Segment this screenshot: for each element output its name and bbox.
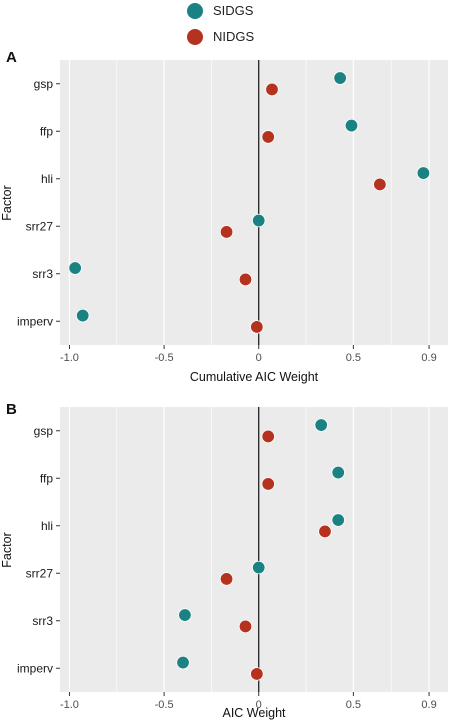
data-point-nidgs	[261, 429, 275, 444]
data-point-sidgs	[76, 308, 90, 323]
y-tick-label: imperv	[17, 661, 53, 675]
data-point-sidgs	[333, 71, 347, 85]
data-point-nidgs	[219, 225, 234, 239]
y-tick-label: hli	[41, 519, 53, 533]
y-tick-label: hli	[41, 172, 53, 186]
legend-item-nidgs: NIDGS	[183, 26, 343, 52]
data-point-sidgs	[176, 655, 190, 670]
data-point-sidgs	[344, 118, 359, 133]
data-point-nidgs	[250, 667, 264, 681]
data-point-sidgs	[331, 513, 345, 527]
data-point-nidgs	[219, 572, 234, 586]
data-point-sidgs	[252, 560, 266, 575]
plot-background	[60, 407, 448, 692]
legend-label-sidgs: SIDGS	[213, 3, 254, 18]
data-point-nidgs	[265, 82, 279, 97]
data-point-nidgs	[261, 130, 275, 144]
legend-swatch-sidgs	[187, 3, 203, 19]
panel-b: -1.0 -0.5 0 0.5 0.9 gsp ffp hli srr27 srr3 imperv B…	[0, 401, 448, 720]
y-tick-label: ffp	[40, 471, 53, 485]
data-point-sidgs	[178, 608, 192, 622]
y-tick-label: gsp	[34, 77, 54, 91]
x-axis-title: Cumulative AIC Weight	[190, 370, 319, 384]
y-axis-title: Factor	[0, 185, 14, 220]
x-tick-label: 0.5	[346, 352, 361, 364]
plot-background	[60, 60, 448, 345]
legend-item-sidgs: SIDGS	[183, 0, 343, 26]
data-point-nidgs	[261, 477, 275, 491]
x-tick-label: 0.9	[421, 352, 436, 364]
data-point-nidgs	[238, 619, 253, 634]
x-tick-label: -1.0	[60, 699, 79, 711]
data-point-sidgs	[331, 465, 345, 480]
panel-a: -1.0 -0.5 0 0.5 0.9 gsp ffp hli srr27 srr3 imperv A…	[0, 49, 448, 384]
data-point-sidgs	[314, 418, 328, 432]
y-tick-label: srr3	[32, 614, 53, 628]
y-tick-label: gsp	[34, 424, 54, 438]
data-point-nidgs	[318, 524, 332, 539]
x-tick-label: 0	[256, 699, 262, 711]
data-point-nidgs	[373, 177, 387, 192]
data-point-nidgs	[238, 272, 253, 287]
y-tick-label: ffp	[40, 124, 53, 138]
y-axis-title: Factor	[0, 532, 14, 567]
x-tick-label: -0.5	[155, 352, 174, 364]
panel-label: B	[6, 401, 17, 418]
legend-label-nidgs: NIDGS	[213, 29, 255, 44]
x-tick-label: 0	[256, 352, 262, 364]
x-axis-title: AIC Weight	[223, 706, 287, 720]
y-tick-label: imperv	[17, 314, 53, 328]
data-point-sidgs	[252, 213, 266, 228]
data-point-sidgs	[416, 166, 431, 180]
data-point-nidgs	[250, 320, 264, 334]
x-tick-label: -0.5	[155, 699, 174, 711]
legend: SIDGS NIDGS	[183, 0, 343, 52]
y-tick-label: srr3	[32, 267, 53, 281]
x-tick-label: 0.9	[421, 699, 436, 711]
x-tick-label: 0.5	[346, 699, 361, 711]
data-point-sidgs	[68, 261, 82, 275]
x-tick-label: -1.0	[60, 352, 79, 364]
legend-swatch-nidgs	[187, 29, 203, 45]
panel-label: A	[6, 49, 17, 66]
y-tick-label: srr27	[26, 566, 54, 580]
y-tick-label: srr27	[26, 219, 54, 233]
